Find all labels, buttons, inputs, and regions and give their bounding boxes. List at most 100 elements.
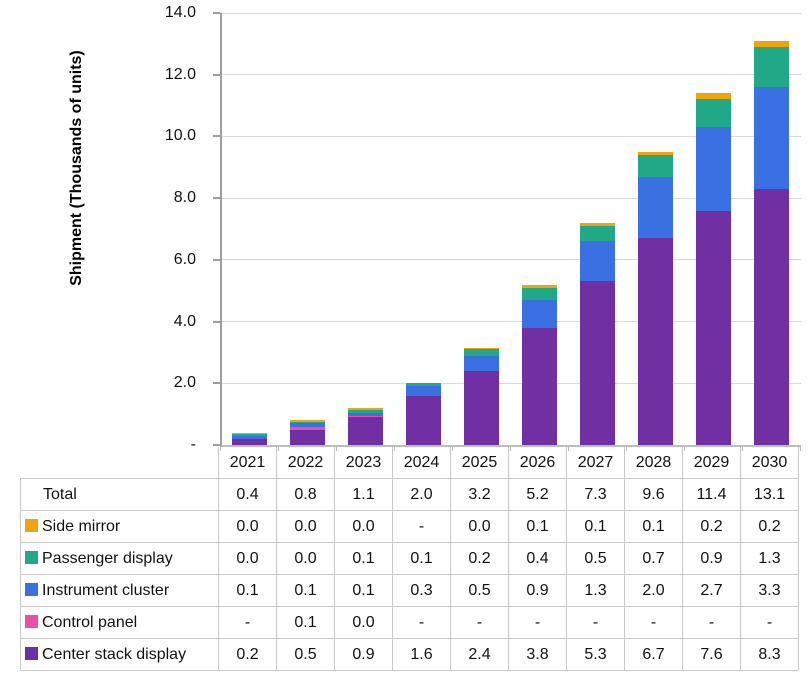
- y-tick-label: 12.0: [164, 65, 196, 83]
- table-cell: -: [566, 606, 625, 639]
- year-header: 2024: [392, 447, 451, 479]
- table-cell: 1.1: [334, 478, 393, 511]
- bar-2025: [464, 13, 499, 445]
- bar-segment: [406, 395, 441, 445]
- table-cell: -: [682, 606, 741, 639]
- table-cell: -: [450, 606, 509, 639]
- table-cell: 0.2: [682, 510, 741, 543]
- bar-segment: [348, 412, 383, 416]
- table-cell: 0.1: [276, 574, 335, 607]
- table-cell: 2.0: [392, 478, 451, 511]
- table-cell: 11.4: [682, 478, 741, 511]
- table-cell: 0.8: [276, 478, 335, 511]
- bar-segment: [232, 435, 267, 439]
- table-cell: 0.0: [218, 542, 277, 575]
- grid-line: [222, 259, 801, 261]
- plot-area: [220, 12, 801, 447]
- table-cell: 0.5: [276, 638, 335, 671]
- table-cell: 0.0: [218, 510, 277, 543]
- table-cell: -: [392, 510, 451, 543]
- y-tick-label: 10.0: [164, 127, 196, 145]
- bar-segment: [696, 127, 731, 211]
- bar-segment: [464, 349, 499, 356]
- y-axis-tick: [213, 12, 220, 14]
- year-header: 2022: [276, 447, 335, 479]
- bar-2021: [232, 13, 267, 445]
- table-cell: 0.0: [450, 510, 509, 543]
- table-cell: 13.1: [740, 478, 799, 511]
- y-axis-tick: [213, 258, 220, 261]
- table-cell: 7.6: [682, 638, 741, 671]
- year-header: 2028: [624, 447, 683, 479]
- table-cell: 0.2: [450, 542, 509, 575]
- bar-segment: [348, 408, 383, 410]
- table-cell: 9.6: [624, 478, 683, 511]
- bar-segment: [464, 347, 499, 350]
- category-tick: [625, 447, 627, 451]
- bar-segment: [638, 176, 673, 239]
- bar-segment: [580, 225, 615, 242]
- bar-segment: [522, 327, 557, 445]
- bar-segment: [522, 284, 557, 288]
- row-label: Instrument cluster: [20, 574, 219, 607]
- bar-segment: [290, 421, 325, 424]
- category-tick: [741, 447, 743, 451]
- table-cell: 2.0: [624, 574, 683, 607]
- y-axis-tick: [213, 444, 220, 446]
- table-cell: 0.1: [276, 606, 335, 639]
- table-cell: 0.1: [566, 510, 625, 543]
- table-cell: 0.5: [450, 574, 509, 607]
- category-tick: [683, 447, 685, 451]
- category-tick: [277, 447, 279, 451]
- y-axis-tick: [213, 382, 220, 385]
- category-tick: [799, 447, 801, 451]
- table-cell: 0.0: [276, 510, 335, 543]
- table-cell: 3.3: [740, 574, 799, 607]
- table-cell: 3.8: [508, 638, 567, 671]
- y-tick-label: -: [190, 436, 196, 453]
- bar-segment: [290, 429, 325, 445]
- table-cell: 2.4: [450, 638, 509, 671]
- year-header: 2023: [334, 447, 393, 479]
- table-cell: 0.1: [334, 542, 393, 575]
- bar-segment: [348, 409, 383, 413]
- grid-line: [222, 135, 801, 137]
- table-cell: 5.3: [566, 638, 625, 671]
- table-row: Side mirror 0.0 0.0 0.0-0.0 0.1 0.1 0.1 0.2 0.2: [20, 510, 799, 543]
- row-label-text: Side mirror: [42, 517, 121, 535]
- bar-segment: [232, 438, 267, 445]
- data-table: 2021 2022 2023 2024 2025 2026 2027 2028 2029 2030…: [20, 447, 799, 671]
- table-cell: -: [740, 606, 799, 639]
- bar-segment: [290, 423, 325, 427]
- year-header: 2025: [450, 447, 509, 479]
- bar-segment: [696, 93, 731, 100]
- bar-segment: [522, 287, 557, 300]
- table-cell: 0.9: [334, 638, 393, 671]
- legend-key-swatch: [25, 550, 38, 564]
- table-cell: 6.7: [624, 638, 683, 671]
- bar-segment: [696, 99, 731, 128]
- bar-2030: [754, 13, 789, 445]
- grid-line: [222, 197, 801, 199]
- category-tick: [509, 447, 511, 451]
- bar-segment: [580, 241, 615, 282]
- bar-segment: [464, 355, 499, 371]
- bar-segment: [580, 222, 615, 226]
- bar-2027: [580, 13, 615, 445]
- row-label-text: Center stack display: [42, 645, 187, 663]
- table-cell: 8.3: [740, 638, 799, 671]
- year-header: 2029: [682, 447, 741, 479]
- table-cell: 0.0: [276, 542, 335, 575]
- grid-line: [222, 321, 801, 323]
- bar-segment: [348, 417, 383, 445]
- legend-key-swatch: [25, 518, 38, 532]
- y-tick-label: 2.0: [173, 374, 196, 392]
- row-label: Center stack display: [20, 638, 219, 671]
- bar-segment: [638, 238, 673, 445]
- table-cell: 0.1: [624, 510, 683, 543]
- table-cell: 0.0: [334, 510, 393, 543]
- table-cell: 0.2: [740, 510, 799, 543]
- bar-segment: [522, 299, 557, 328]
- bar-segment: [754, 46, 789, 88]
